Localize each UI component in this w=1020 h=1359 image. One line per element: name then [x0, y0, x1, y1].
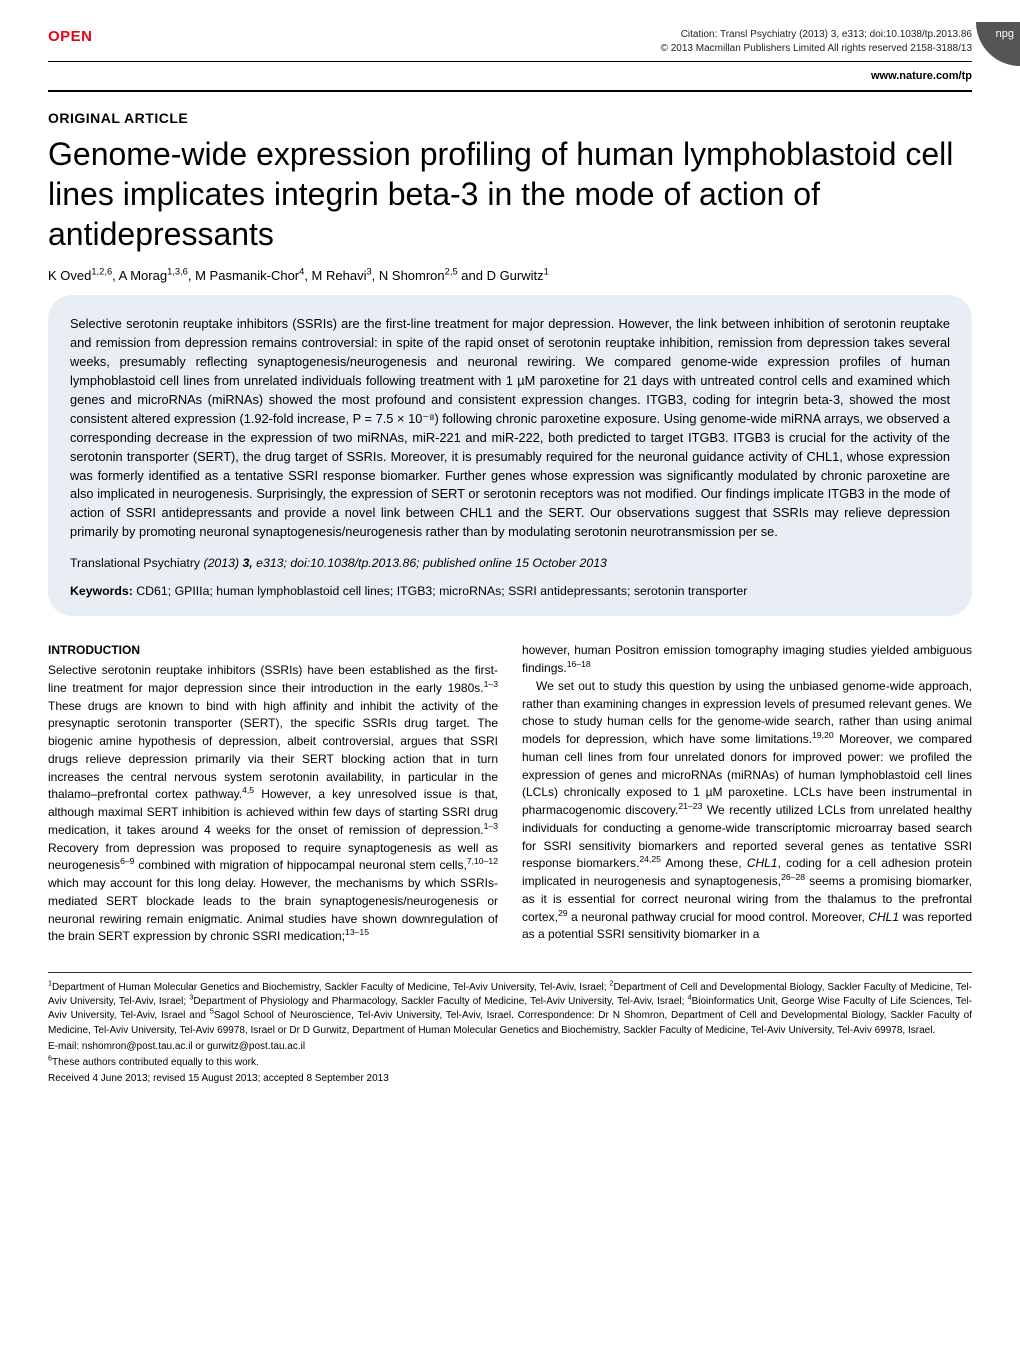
author-list: K Oved1,2,6, A Morag1,3,6, M Pasmanik-Ch…: [48, 268, 972, 283]
affiliations: 1Department of Human Molecular Genetics …: [48, 981, 972, 1038]
left-column: INTRODUCTION Selective serotonin reuptak…: [48, 642, 498, 946]
open-access-badge: OPEN: [48, 28, 93, 45]
intro-paragraph-right-1: however, human Positron emission tomogra…: [522, 642, 972, 678]
citation-line: Citation: Transl Psychiatry (2013) 3, e3…: [661, 28, 972, 42]
site-url: www.nature.com/tp: [48, 70, 972, 82]
keywords-label: Keywords:: [70, 584, 133, 598]
citation-block: Citation: Transl Psychiatry (2013) 3, e3…: [661, 28, 972, 55]
keywords-text: CD61; GPIIIa; human lymphoblastoid cell …: [133, 584, 747, 598]
section-heading-introduction: INTRODUCTION: [48, 642, 498, 660]
abstract-box: Selective serotonin reuptake inhibitors …: [48, 295, 972, 616]
rule-top: [48, 61, 972, 62]
footnotes: 1Department of Human Molecular Genetics …: [48, 972, 972, 1086]
header-row: OPEN Citation: Transl Psychiatry (2013) …: [48, 28, 972, 55]
keywords-row: Keywords: CD61; GPIIIa; human lymphoblas…: [70, 584, 950, 598]
equal-contribution-note: 6These authors contributed equally to th…: [48, 1056, 972, 1070]
received-dates: Received 4 June 2013; revised 15 August …: [48, 1072, 972, 1086]
body-columns: INTRODUCTION Selective serotonin reuptak…: [48, 642, 972, 946]
npg-label: npg: [996, 28, 1014, 40]
rule-below-url: [48, 90, 972, 92]
abstract-text: Selective serotonin reuptake inhibitors …: [70, 315, 950, 542]
intro-paragraph-right-2: We set out to study this question by usi…: [522, 678, 972, 944]
page: npg OPEN Citation: Transl Psychiatry (20…: [0, 0, 1020, 1128]
article-type: ORIGINAL ARTICLE: [48, 110, 972, 126]
correspondence-email: E-mail: nshomron@post.tau.ac.il or gurwi…: [48, 1040, 972, 1054]
publication-info: Translational Psychiatry (2013) 3, e313;…: [70, 556, 950, 570]
intro-paragraph-left: Selective serotonin reuptake inhibitors …: [48, 662, 498, 946]
npg-badge: npg: [976, 22, 1020, 66]
right-column: however, human Positron emission tomogra…: [522, 642, 972, 946]
copyright-line: © 2013 Macmillan Publishers Limited All …: [661, 42, 972, 56]
article-title: Genome-wide expression profiling of huma…: [48, 134, 972, 254]
